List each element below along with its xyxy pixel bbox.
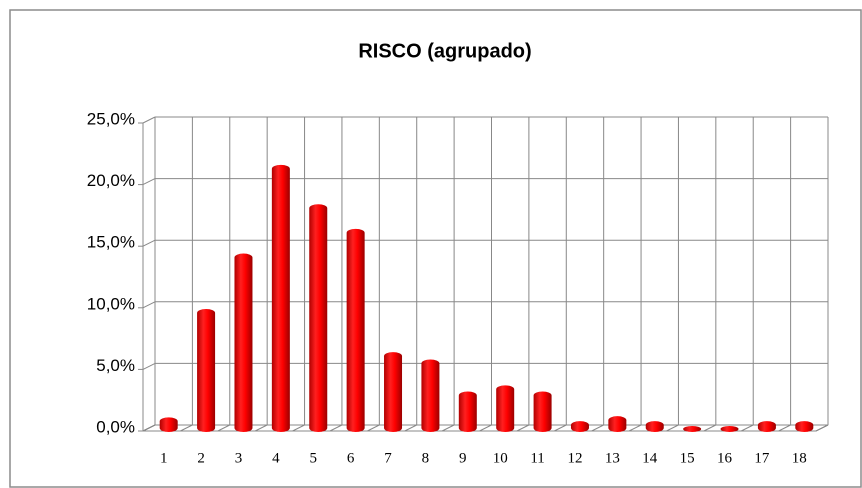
x-tick-label: 13: [605, 450, 620, 466]
chart-title: RISCO (agrupado): [358, 40, 531, 62]
bar: [421, 359, 440, 432]
bar: [496, 385, 515, 432]
y-tick-label: 15,0%: [87, 233, 135, 252]
grid-line-side: [142, 424, 156, 432]
x-tick-label: 15: [680, 450, 695, 466]
bar: [533, 391, 552, 432]
floor-grid-line: [292, 424, 305, 432]
floor-grid-line: [180, 424, 193, 432]
grid-line-side: [142, 239, 156, 247]
floor-grid-line: [815, 424, 829, 432]
floor-grid-line: [441, 424, 455, 432]
x-tick-label: 14: [642, 450, 658, 466]
floor-grid-line: [740, 424, 754, 432]
bar: [234, 253, 253, 432]
floor-grid-line: [254, 424, 268, 432]
x-tick-label: 18: [792, 450, 807, 466]
floor-grid-line: [404, 424, 417, 432]
floor-grid-line: [479, 424, 492, 432]
x-tick-label: 4: [272, 450, 280, 466]
bar: [570, 421, 589, 432]
floor-grid-line: [329, 424, 343, 432]
grid-line-side: [142, 301, 156, 309]
bar: [384, 352, 403, 432]
floor-grid-line: [778, 424, 791, 432]
floor-grid-line: [516, 424, 530, 432]
grid-line-side: [142, 178, 156, 186]
floor-grid-line: [666, 424, 679, 432]
y-tick-label: 10,0%: [87, 294, 135, 313]
bar: [309, 204, 328, 432]
bar: [271, 164, 290, 433]
floor-grid-line: [367, 424, 380, 432]
bar: [608, 416, 627, 432]
x-tick-label: 1: [160, 450, 168, 466]
bar: [458, 391, 477, 432]
floor-grid-line: [554, 424, 567, 432]
bar: [720, 426, 739, 432]
y-tick-label: 20,0%: [87, 171, 135, 190]
x-tick-label: 17: [754, 450, 770, 466]
x-tick-label: 16: [717, 450, 733, 466]
bar: [645, 421, 664, 432]
x-tick-label: 8: [422, 450, 430, 466]
grid-line-side: [142, 362, 156, 370]
y-tick-label: 25,0%: [87, 109, 135, 128]
floor-grid-line: [703, 424, 717, 432]
bar: [795, 421, 814, 432]
plot-area: 0,0%5,0%10,0%15,0%20,0%25,0%1 2 3 4 5 6 7 8 9 10 1…: [87, 109, 829, 466]
grid-line-side: [142, 116, 156, 124]
bar: [159, 417, 178, 432]
x-tick-label: 12: [567, 450, 582, 466]
x-tick-label: 9: [459, 450, 467, 466]
floor-grid-line: [591, 424, 604, 432]
x-tick-label: 6: [347, 450, 355, 466]
y-tick-label: 0,0%: [96, 417, 135, 436]
x-tick-label: 3: [235, 450, 243, 466]
bar: [757, 421, 776, 432]
bar: [346, 228, 365, 432]
x-tick-label: 10: [493, 450, 508, 466]
x-tick-label: 2: [197, 450, 205, 466]
x-tick-label: 5: [310, 450, 318, 466]
floor-grid-line: [217, 424, 231, 432]
bar: [197, 308, 216, 432]
floor-grid-line: [628, 424, 642, 432]
bar: [683, 426, 702, 432]
x-tick-label: 11: [530, 450, 544, 466]
x-tick-label: 7: [384, 450, 392, 466]
y-tick-label: 5,0%: [96, 356, 135, 375]
